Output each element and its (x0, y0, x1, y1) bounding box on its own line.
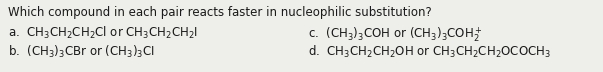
Text: a.  CH$_3$CH$_2$CH$_2$Cl or CH$_3$CH$_2$CH$_2$I: a. CH$_3$CH$_2$CH$_2$Cl or CH$_3$CH$_2$C… (8, 25, 198, 41)
Text: Which compound in each pair reacts faster in nucleophilic substitution?: Which compound in each pair reacts faste… (8, 6, 432, 19)
Text: c.  (CH$_3$)$_3$COH or (CH$_3$)$_3$COH$_2^+$: c. (CH$_3$)$_3$COH or (CH$_3$)$_3$COH$_2… (308, 25, 482, 44)
Text: d.  CH$_3$CH$_2$CH$_2$OH or CH$_3$CH$_2$CH$_2$OCOCH$_3$: d. CH$_3$CH$_2$CH$_2$OH or CH$_3$CH$_2$C… (308, 44, 551, 60)
Text: b.  (CH$_3$)$_3$CBr or (CH$_3$)$_3$CI: b. (CH$_3$)$_3$CBr or (CH$_3$)$_3$CI (8, 44, 155, 60)
